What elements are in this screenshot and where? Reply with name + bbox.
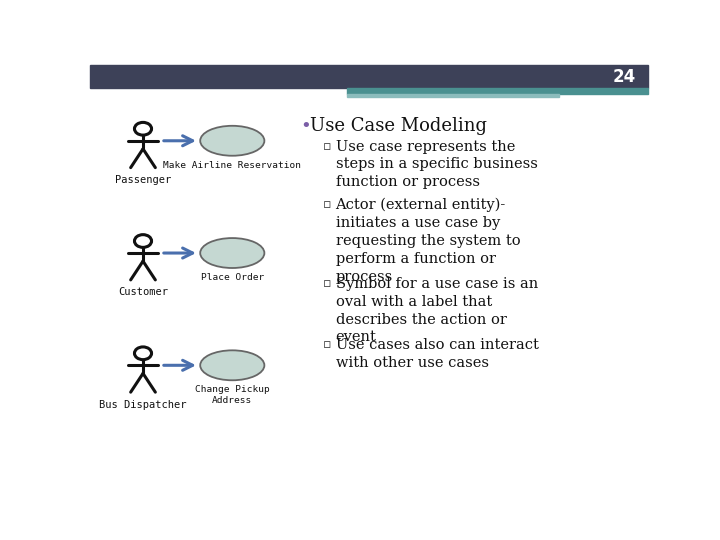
Text: Use Case Modeling: Use Case Modeling bbox=[310, 117, 487, 135]
Text: Symbol for a use case is an
oval with a label that
describes the action or
event: Symbol for a use case is an oval with a … bbox=[336, 277, 538, 345]
Bar bbox=[90, 65, 648, 87]
Text: Change Pickup
Address: Change Pickup Address bbox=[195, 385, 270, 404]
Ellipse shape bbox=[200, 238, 264, 268]
Text: ▫: ▫ bbox=[323, 339, 332, 352]
Text: Use cases also can interact
with other use cases: Use cases also can interact with other u… bbox=[336, 339, 539, 370]
Text: Make Airline Reservation: Make Airline Reservation bbox=[163, 161, 301, 170]
Text: Use case represents the
steps in a specific business
function or process: Use case represents the steps in a speci… bbox=[336, 140, 537, 190]
Text: Passenger: Passenger bbox=[115, 175, 171, 185]
Text: 24: 24 bbox=[613, 68, 636, 86]
Ellipse shape bbox=[200, 126, 264, 156]
Text: •: • bbox=[300, 117, 311, 135]
Text: ▫: ▫ bbox=[323, 277, 332, 290]
Bar bbox=[347, 94, 559, 97]
Text: Customer: Customer bbox=[118, 287, 168, 298]
Bar bbox=[347, 87, 648, 94]
Text: Bus Dispatcher: Bus Dispatcher bbox=[99, 400, 186, 410]
Text: Place Order: Place Order bbox=[201, 273, 264, 282]
Text: ▫: ▫ bbox=[323, 140, 332, 153]
Text: ▫: ▫ bbox=[323, 198, 332, 211]
Ellipse shape bbox=[200, 350, 264, 380]
Text: Actor (external entity)-
initiates a use case by
requesting the system to
perfor: Actor (external entity)- initiates a use… bbox=[336, 198, 520, 284]
